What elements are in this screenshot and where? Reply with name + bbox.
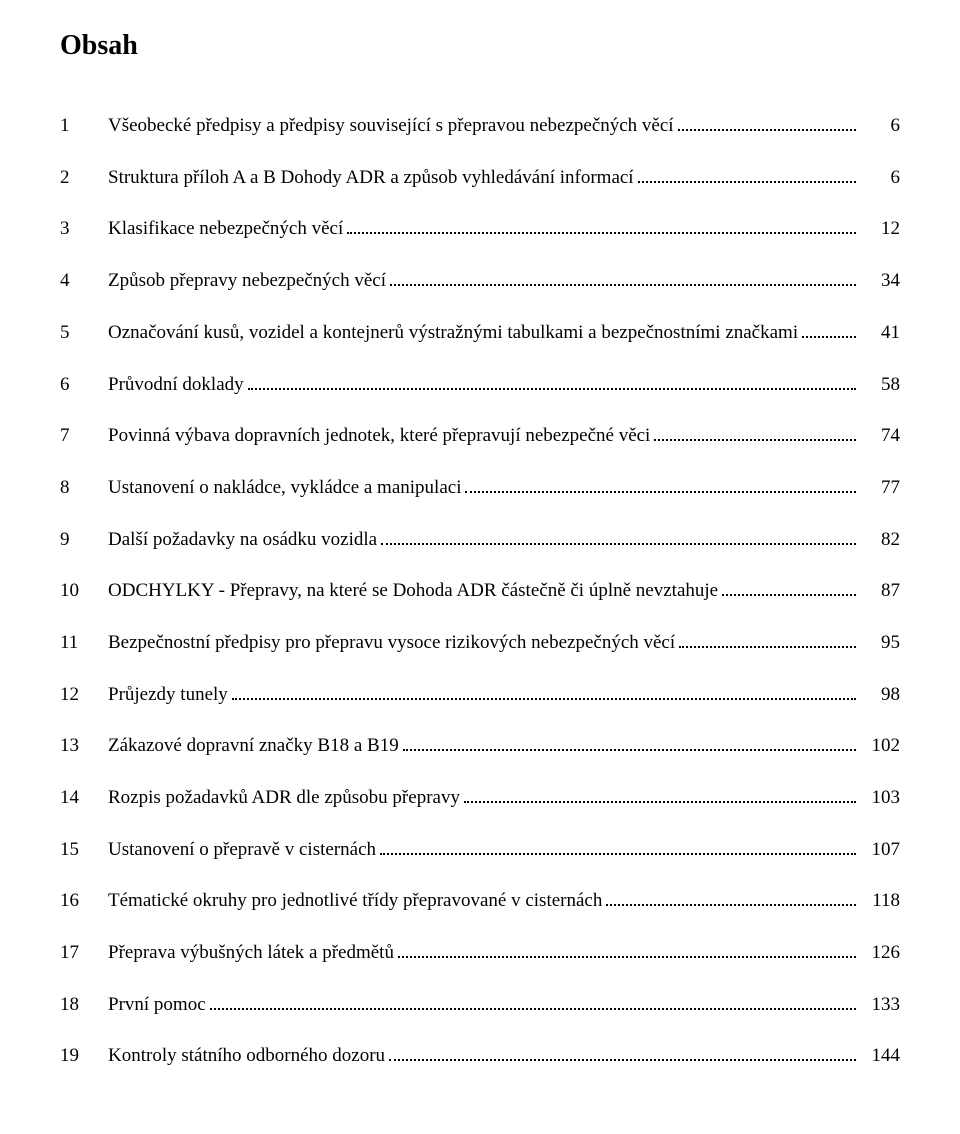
toc-entry-page: 144 [860, 1043, 900, 1070]
toc-row: 5Označování kusů, vozidel a kontejnerů v… [60, 319, 900, 347]
toc-entry-label: Bezpečnostní předpisy pro přepravu vysoc… [108, 630, 675, 657]
toc-row: 14Rozpis požadavků ADR dle způsobu přepr… [60, 784, 900, 812]
toc-entry-page: 6 [860, 165, 900, 192]
toc-entry-page: 12 [860, 216, 900, 243]
toc-entry-page: 126 [860, 940, 900, 967]
toc-entry-label: Povinná výbava dopravních jednotek, kter… [108, 423, 650, 450]
toc-entry-label: Označování kusů, vozidel a kontejnerů vý… [108, 320, 798, 347]
toc-entry-number: 5 [60, 320, 108, 347]
toc-entry-number: 13 [60, 733, 108, 760]
toc-page: Obsah 1Všeobecké předpisy a předpisy sou… [0, 0, 960, 1134]
toc-entry-number: 7 [60, 423, 108, 450]
toc-entry-page: 98 [860, 682, 900, 709]
toc-leader-dots [248, 370, 856, 389]
toc-entry-label: Způsob přepravy nebezpečných věcí [108, 268, 386, 295]
toc-entry-page: 34 [860, 268, 900, 295]
toc-entry-page: 103 [860, 785, 900, 812]
toc-leader-dots [389, 1042, 856, 1061]
toc-leader-dots [464, 784, 856, 803]
toc-entry-label: Ustanovení o přepravě v cisternách [108, 837, 376, 864]
toc-entry-page: 77 [860, 475, 900, 502]
toc-row: 16Tématické okruhy pro jednotlivé třídy … [60, 887, 900, 915]
toc-row: 18První pomoc 133 [60, 991, 900, 1019]
toc-leader-dots [380, 836, 856, 855]
toc-row: 15Ustanovení o přepravě v cisternách 107 [60, 836, 900, 864]
toc-row: 10ODCHYLKY - Přepravy, na které se Dohod… [60, 577, 900, 605]
toc-leader-dots [398, 939, 856, 958]
toc-entry-number: 17 [60, 940, 108, 967]
toc-entry-number: 12 [60, 682, 108, 709]
toc-entry-label: Ustanovení o nakládce, vykládce a manipu… [108, 475, 461, 502]
toc-row: 19Kontroly státního odborného dozoru 144 [60, 1042, 900, 1070]
toc-entry-number: 10 [60, 578, 108, 605]
toc-entry-label: Rozpis požadavků ADR dle způsobu přeprav… [108, 785, 460, 812]
toc-row: 2Struktura příloh A a B Dohody ADR a způ… [60, 164, 900, 192]
toc-row: 7Povinná výbava dopravních jednotek, kte… [60, 422, 900, 450]
toc-entry-label: Struktura příloh A a B Dohody ADR a způs… [108, 165, 634, 192]
toc-leader-dots [606, 887, 856, 906]
toc-row: 3Klasifikace nebezpečných věcí 12 [60, 215, 900, 243]
toc-row: 1Všeobecké předpisy a předpisy souvisejí… [60, 112, 900, 140]
toc-entry-number: 2 [60, 165, 108, 192]
toc-entry-label: ODCHYLKY - Přepravy, na které se Dohoda … [108, 578, 718, 605]
toc-entry-page: 102 [860, 733, 900, 760]
toc-leader-dots [403, 732, 856, 751]
toc-entry-page: 133 [860, 992, 900, 1019]
toc-entry-number: 8 [60, 475, 108, 502]
toc-entry-number: 3 [60, 216, 108, 243]
toc-row: 11Bezpečnostní předpisy pro přepravu vys… [60, 629, 900, 657]
toc-leader-dots [465, 474, 856, 493]
toc-entry-page: 58 [860, 372, 900, 399]
toc-entry-label: Všeobecké předpisy a předpisy souvisejíc… [108, 113, 674, 140]
toc-list: 1Všeobecké předpisy a předpisy souvisejí… [60, 112, 900, 1070]
toc-entry-number: 14 [60, 785, 108, 812]
toc-row: 6Průvodní doklady 58 [60, 370, 900, 398]
toc-entry-page: 6 [860, 113, 900, 140]
toc-entry-number: 18 [60, 992, 108, 1019]
toc-entry-number: 4 [60, 268, 108, 295]
toc-entry-page: 74 [860, 423, 900, 450]
toc-row: 8Ustanovení o nakládce, vykládce a manip… [60, 474, 900, 502]
toc-entry-label: První pomoc [108, 992, 206, 1019]
toc-entry-number: 1 [60, 113, 108, 140]
toc-row: 4Způsob přepravy nebezpečných věcí 34 [60, 267, 900, 295]
toc-entry-label: Průvodní doklady [108, 372, 244, 399]
toc-row: 17Přeprava výbušných látek a předmětů 126 [60, 939, 900, 967]
toc-row: 12Průjezdy tunely 98 [60, 681, 900, 709]
toc-leader-dots [654, 422, 856, 441]
toc-leader-dots [679, 629, 856, 648]
toc-leader-dots [638, 164, 856, 183]
toc-entry-page: 107 [860, 837, 900, 864]
toc-entry-label: Zákazové dopravní značky B18 a B19 [108, 733, 399, 760]
toc-leader-dots [390, 267, 856, 286]
toc-leader-dots [210, 991, 856, 1010]
toc-leader-dots [381, 526, 856, 545]
toc-entry-page: 118 [860, 888, 900, 915]
toc-leader-dots [678, 112, 856, 131]
toc-entry-number: 6 [60, 372, 108, 399]
toc-entry-number: 16 [60, 888, 108, 915]
toc-entry-number: 15 [60, 837, 108, 864]
toc-entry-page: 41 [860, 320, 900, 347]
toc-entry-number: 9 [60, 527, 108, 554]
toc-leader-dots [722, 577, 856, 596]
toc-entry-number: 11 [60, 630, 108, 657]
toc-entry-label: Přeprava výbušných látek a předmětů [108, 940, 394, 967]
toc-leader-dots [347, 215, 856, 234]
toc-entry-label: Klasifikace nebezpečných věcí [108, 216, 343, 243]
toc-entry-label: Průjezdy tunely [108, 682, 228, 709]
toc-entry-page: 95 [860, 630, 900, 657]
toc-leader-dots [802, 319, 856, 338]
toc-row: 9Další požadavky na osádku vozidla 82 [60, 526, 900, 554]
toc-entry-label: Další požadavky na osádku vozidla [108, 527, 377, 554]
toc-row: 13Zákazové dopravní značky B18 a B19 102 [60, 732, 900, 760]
toc-entry-number: 19 [60, 1043, 108, 1070]
toc-entry-label: Kontroly státního odborného dozoru [108, 1043, 385, 1070]
toc-entry-page: 87 [860, 578, 900, 605]
toc-leader-dots [232, 681, 856, 700]
toc-entry-label: Tématické okruhy pro jednotlivé třídy př… [108, 888, 602, 915]
page-title: Obsah [60, 30, 900, 62]
toc-entry-page: 82 [860, 527, 900, 554]
